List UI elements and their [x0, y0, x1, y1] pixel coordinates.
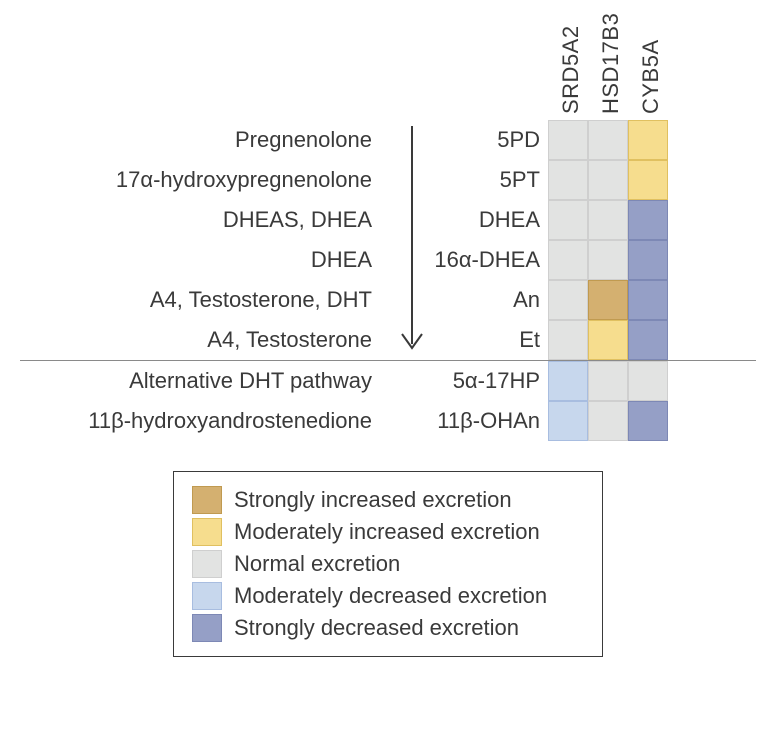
right-label: An — [428, 287, 548, 313]
heatmap-cell — [588, 120, 628, 160]
heatmap-chart: SRD5A2 HSD17B3 CYB5A Pregnenolone 5PD 17α-… — [20, 20, 756, 657]
col-header-hsd17b3: HSD17B3 — [598, 13, 624, 114]
heatmap-cell — [628, 120, 668, 160]
cell-group — [548, 401, 668, 441]
legend-swatch — [192, 582, 222, 610]
heatmap-cell — [628, 401, 668, 441]
legend-swatch — [192, 550, 222, 578]
heatmap-cell — [548, 280, 588, 320]
left-label: A4, Testosterone, DHT — [20, 287, 380, 313]
left-label: A4, Testosterone — [20, 327, 380, 353]
legend-label: Moderately decreased excretion — [222, 583, 547, 609]
col-header-srd5a2: SRD5A2 — [558, 25, 584, 114]
heatmap-cell — [548, 200, 588, 240]
heatmap-cell — [588, 240, 628, 280]
heatmap-cell — [628, 280, 668, 320]
column-headers: SRD5A2 HSD17B3 CYB5A — [20, 20, 756, 120]
legend-label: Normal excretion — [222, 551, 400, 577]
heatmap-cell — [588, 361, 628, 401]
legend-item: Normal excretion — [192, 548, 584, 580]
heatmap-cell — [628, 240, 668, 280]
left-label: Alternative DHT pathway — [20, 368, 380, 394]
table-row: 11β-hydroxyandrostenedione 11β-OHAn — [20, 401, 756, 441]
left-label: 17α-hydroxypregnenolone — [20, 167, 380, 193]
legend-label: Strongly decreased excretion — [222, 615, 519, 641]
right-label: 16α-DHEA — [428, 247, 548, 273]
heatmap-cell — [588, 160, 628, 200]
heatmap-cell — [548, 240, 588, 280]
right-label: 5PD — [428, 127, 548, 153]
heatmap-cell — [548, 320, 588, 360]
left-label: DHEAS, DHEA — [20, 207, 380, 233]
cell-group — [548, 200, 668, 240]
legend-item: Moderately increased excretion — [192, 516, 584, 548]
heatmap-cell — [548, 401, 588, 441]
right-label: Et — [428, 327, 548, 353]
heatmap-cell — [628, 361, 668, 401]
right-label: DHEA — [428, 207, 548, 233]
cell-group — [548, 160, 668, 200]
table-row: Alternative DHT pathway 5α-17HP — [20, 361, 756, 401]
heatmap-cell — [548, 160, 588, 200]
right-label: 11β-OHAn — [428, 408, 548, 434]
heatmap-cell — [588, 280, 628, 320]
cell-group — [548, 240, 668, 280]
rows-container: Pregnenolone 5PD 17α-hydroxypregnenolone 5P… — [20, 120, 756, 441]
legend-swatch — [192, 518, 222, 546]
heatmap-cell — [588, 320, 628, 360]
heatmap-cell — [588, 200, 628, 240]
col-header-cyb5a: CYB5A — [638, 39, 664, 114]
heatmap-cell — [548, 361, 588, 401]
cell-group — [548, 361, 668, 401]
heatmap-cell — [628, 200, 668, 240]
legend-swatch — [192, 486, 222, 514]
right-label: 5α-17HP — [428, 368, 548, 394]
legend-label: Strongly increased excretion — [222, 487, 512, 513]
legend-box: Strongly increased excretion Moderately i… — [173, 471, 603, 657]
cell-group — [548, 280, 668, 320]
cell-group — [548, 120, 668, 160]
legend-item: Strongly decreased excretion — [192, 612, 584, 644]
heatmap-cell — [628, 320, 668, 360]
legend-item: Strongly increased excretion — [192, 484, 584, 516]
legend-label: Moderately increased excretion — [222, 519, 540, 545]
legend-item: Moderately decreased excretion — [192, 580, 584, 612]
left-label: Pregnenolone — [20, 127, 380, 153]
left-label: DHEA — [20, 247, 380, 273]
heatmap-cell — [548, 120, 588, 160]
cell-group — [548, 320, 668, 360]
right-label: 5PT — [428, 167, 548, 193]
left-label: 11β-hydroxyandrostenedione — [20, 408, 380, 434]
legend-swatch — [192, 614, 222, 642]
arrow-icon — [388, 120, 436, 360]
heatmap-cell — [628, 160, 668, 200]
heatmap-cell — [588, 401, 628, 441]
